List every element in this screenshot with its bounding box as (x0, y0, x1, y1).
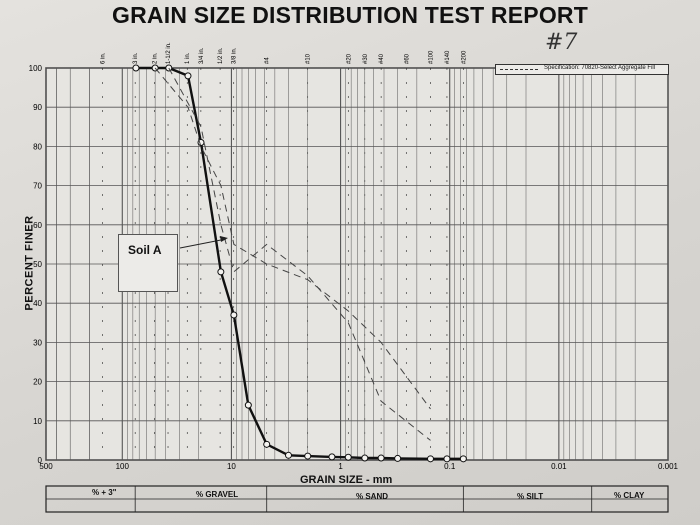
sieve-label: #140 (445, 50, 451, 64)
sieve-label: #30 (363, 53, 369, 64)
table-header-gravel: % GRAVEL (196, 490, 239, 499)
soil-a-point (184, 72, 192, 80)
x-tick-label: 1 (338, 462, 343, 471)
soil-a-point (361, 454, 369, 462)
sieve-label: #10 (306, 53, 312, 64)
sieve-label: #40 (379, 53, 385, 64)
y-tick-label: 10 (33, 417, 42, 426)
legend-dash-swatch (500, 69, 538, 70)
x-tick-label: 100 (116, 462, 130, 471)
x-tick-label: 0.01 (551, 462, 567, 471)
y-tick-label: 40 (33, 299, 42, 308)
y-tick-label: 30 (33, 338, 42, 347)
y-tick-label: 70 (33, 182, 42, 191)
y-tick-label: 80 (33, 142, 42, 151)
legend-label: Specification: 70820-Select Aggregate Fi… (544, 65, 656, 71)
x-tick-label: 0.1 (444, 462, 456, 471)
page-title: GRAIN SIZE DISTRIBUTION TEST REPORT (112, 2, 588, 28)
soil-a-point (263, 440, 271, 448)
sieve-label: #100 (428, 50, 434, 64)
soil-a-point (394, 454, 402, 462)
table-header-plus3: % + 3" (92, 488, 117, 497)
spec-limit-line (154, 67, 431, 410)
x-tick-label: 10 (227, 462, 236, 471)
sieve-label: 1/2 in. (218, 47, 224, 64)
soil-a-point (304, 452, 312, 460)
table-header-clay: % CLAY (614, 491, 645, 500)
soil-annotation-box (118, 234, 178, 292)
x-axis-label: GRAIN SIZE - mm (300, 474, 393, 486)
sieve-label: #4 (265, 57, 271, 64)
y-tick-label: 90 (33, 103, 42, 112)
sieve-label: #20 (346, 53, 352, 64)
soil-a-point (284, 451, 292, 459)
table-header-sand: % SAND (356, 492, 389, 501)
handwritten-note: #7 (545, 30, 578, 55)
y-tick-label: 50 (33, 260, 42, 269)
table-header-silt: % SILT (517, 492, 544, 501)
y-tick-label: 60 (33, 221, 42, 230)
soil-a-point (377, 454, 385, 462)
spec-limit-line (168, 67, 431, 441)
soil-a-point (426, 455, 434, 463)
soil-a-point (244, 401, 252, 409)
x-tick-label: 500 (39, 462, 53, 471)
soil-a-point (217, 268, 225, 276)
soil-a-point (230, 311, 238, 319)
sieve-label: 3/4 in. (199, 47, 205, 64)
soil-a-point (165, 64, 173, 72)
annotation-arrow (179, 238, 227, 249)
y-tick-label: 0 (38, 456, 43, 465)
sieve-label: 3 in. (133, 52, 139, 64)
sieve-label: #200 (461, 50, 467, 64)
sieve-label: 1-1/2 in. (166, 42, 172, 64)
x-tick-label: 0.001 (658, 462, 679, 471)
soil-a-point (132, 64, 140, 72)
soil-a-point (328, 453, 336, 461)
sieve-label: #60 (404, 53, 410, 64)
sieve-label: 6 in. (100, 52, 106, 64)
sieve-label: 3/8 in. (232, 47, 238, 64)
soil-a-point (459, 455, 467, 463)
legend: Specification: 70820-Select Aggregate Fi… (495, 64, 669, 75)
annotation-arrowhead (220, 236, 228, 242)
soil-a-point (443, 455, 451, 463)
y-tick-label: 20 (33, 378, 42, 387)
soil-annotation-label: Soil A (128, 243, 162, 257)
soil-a-point (344, 453, 352, 461)
y-tick-label: 100 (29, 64, 43, 73)
sieve-label: 2 in. (152, 52, 158, 64)
sieve-label: 1 in. (185, 52, 191, 64)
